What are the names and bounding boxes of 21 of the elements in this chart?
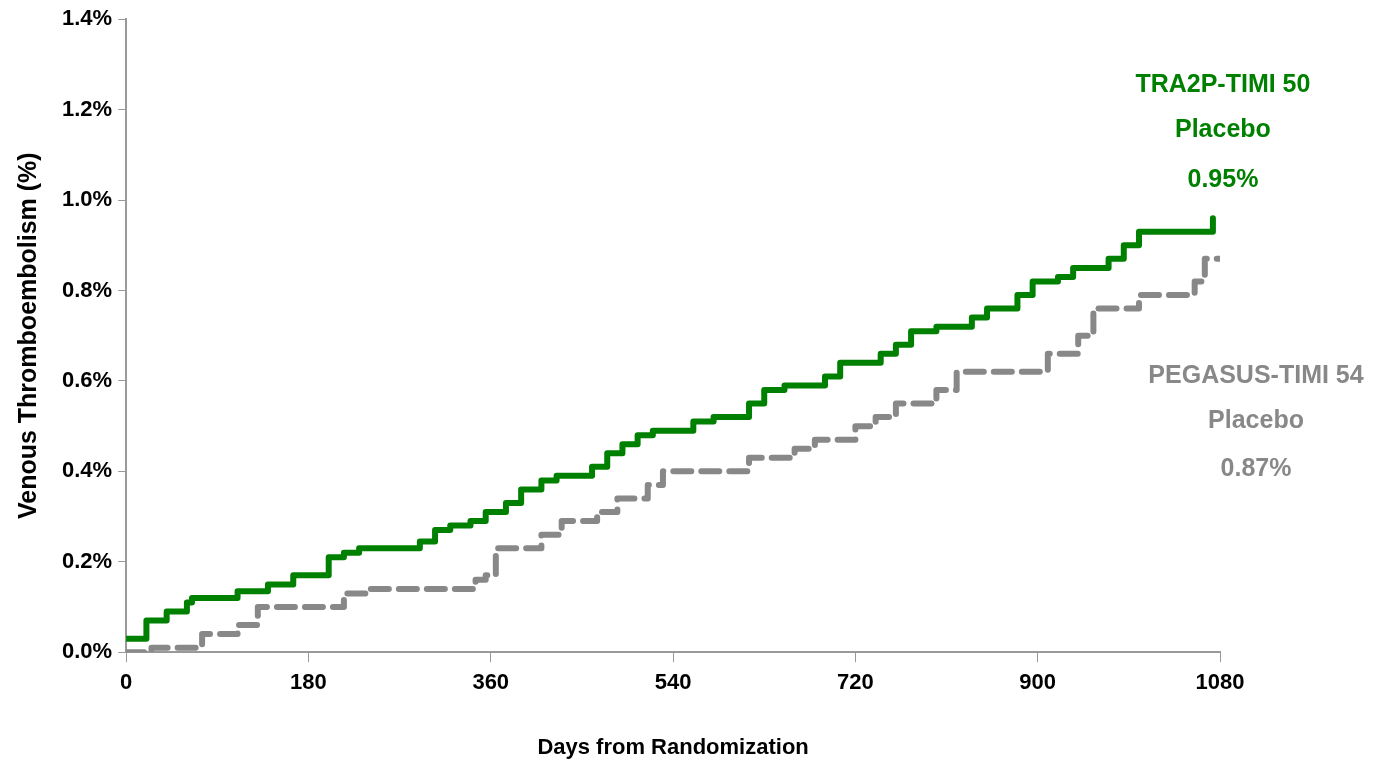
y-tick-label: 0.6% <box>61 366 113 392</box>
text: 0.87% <box>1220 452 1292 481</box>
x-tick-label: 180 <box>290 669 327 695</box>
x-tick-label: 360 <box>472 669 510 695</box>
text: TRA2P-TIMI 50 Placebo <box>1135 69 1311 143</box>
y-tick-label: 1.0% <box>61 186 113 212</box>
x-tick-label: 900 <box>1019 669 1057 695</box>
y-tick-label: 0.2% <box>61 547 113 573</box>
x-tick-label: 540 <box>654 669 692 695</box>
x-tick-label: 0 <box>120 669 133 695</box>
y-tick-label: 1.2% <box>61 95 113 121</box>
annotation: 0.95% <box>1187 164 1259 193</box>
x-axis-title: Days from Randomization <box>537 733 809 759</box>
x-tick-label: 720 <box>837 669 874 695</box>
y-tick-label: 0.8% <box>61 276 113 302</box>
y-tick-label: 0.0% <box>61 638 113 664</box>
y-tick-label: 0.4% <box>61 457 113 483</box>
y-tick-label: 1.4% <box>61 5 113 31</box>
y-axis-title: Venous Thromboembolism (%) <box>12 152 41 520</box>
x-tick-label: 1080 <box>1195 669 1245 695</box>
text: PEGASUS-TIMI 54 Placebo <box>1148 359 1364 433</box>
